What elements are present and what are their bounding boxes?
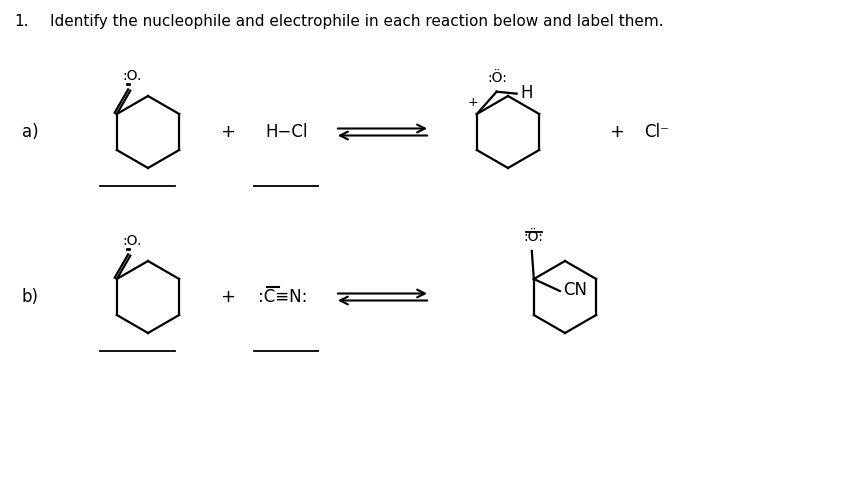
Text: CN: CN [563, 281, 587, 299]
Text: a): a) [22, 123, 38, 141]
Text: :O.: :O. [123, 68, 142, 83]
Text: +: + [609, 123, 625, 141]
Text: :C≡N:: :C≡N: [258, 288, 308, 306]
Text: +: + [468, 96, 478, 109]
Text: 1.: 1. [14, 14, 28, 29]
Text: b): b) [22, 288, 39, 306]
Text: +: + [221, 123, 235, 141]
Text: H−Cl: H−Cl [265, 123, 308, 141]
Text: :Ö:: :Ö: [523, 230, 543, 244]
Text: :O.: :O. [123, 234, 142, 247]
Text: Cl⁻: Cl⁻ [644, 123, 669, 141]
Text: H: H [521, 84, 533, 102]
Text: +: + [221, 288, 235, 306]
Text: :Ö:: :Ö: [487, 71, 508, 85]
Text: Identify the nucleophile and electrophile in each reaction below and label them.: Identify the nucleophile and electrophil… [50, 14, 664, 29]
